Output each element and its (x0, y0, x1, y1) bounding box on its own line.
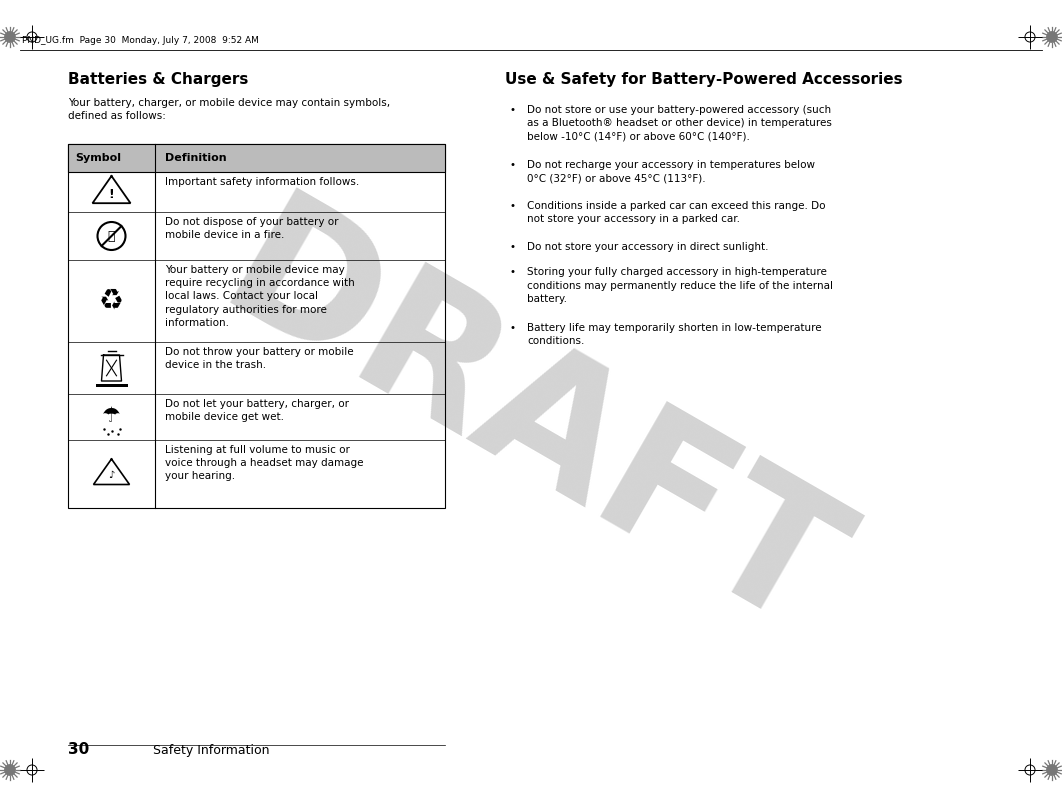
Text: 🔥: 🔥 (107, 229, 116, 242)
Text: Do not dispose of your battery or
mobile device in a fire.: Do not dispose of your battery or mobile… (165, 217, 339, 240)
Text: Battery life may temporarily shorten in low-temperature
conditions.: Battery life may temporarily shorten in … (527, 323, 822, 346)
Text: PND_UG.fm  Page 30  Monday, July 7, 2008  9:52 AM: PND_UG.fm Page 30 Monday, July 7, 2008 9… (22, 36, 259, 45)
Text: Do not throw your battery or mobile
device in the trash.: Do not throw your battery or mobile devi… (165, 347, 354, 370)
Text: Symbol: Symbol (75, 153, 121, 163)
Text: Use & Safety for Battery-Powered Accessories: Use & Safety for Battery-Powered Accesso… (506, 72, 903, 87)
Bar (68, 144, 445, 172)
Text: Batteries & Chargers: Batteries & Chargers (68, 72, 249, 87)
Text: •: • (509, 323, 515, 332)
Text: ♻: ♻ (99, 287, 124, 315)
Text: •: • (509, 105, 515, 115)
Text: •: • (509, 241, 515, 252)
Text: !: ! (108, 187, 115, 200)
Bar (68, 144, 445, 508)
Text: Storing your fully charged accessory in high-temperature
conditions may permanen: Storing your fully charged accessory in … (527, 267, 833, 303)
Text: Do not store or use your battery-powered accessory (such
as a Bluetooth® headset: Do not store or use your battery-powered… (527, 105, 832, 141)
Circle shape (5, 765, 15, 776)
Text: ☂: ☂ (102, 406, 121, 426)
Text: Do not store your accessory in direct sunlight.: Do not store your accessory in direct su… (527, 241, 769, 252)
Text: Your battery, charger, or mobile device may contain symbols,
defined as follows:: Your battery, charger, or mobile device … (68, 98, 390, 121)
Text: Do not recharge your accessory in temperatures below
0°C (32°F) or above 45°C (1: Do not recharge your accessory in temper… (527, 161, 815, 184)
Text: Safety Information: Safety Information (153, 744, 270, 757)
Text: Your battery or mobile device may
require recycling in accordance with
local law: Your battery or mobile device may requir… (165, 265, 355, 328)
Circle shape (1047, 31, 1057, 42)
Text: •: • (509, 161, 515, 170)
Text: Definition: Definition (165, 153, 226, 163)
Text: Do not let your battery, charger, or
mobile device get wet.: Do not let your battery, charger, or mob… (165, 399, 349, 422)
Text: •: • (509, 201, 515, 211)
Text: Conditions inside a parked car can exceed this range. Do
not store your accessor: Conditions inside a parked car can excee… (527, 201, 825, 224)
Text: ♪: ♪ (108, 470, 115, 480)
Bar (96, 383, 127, 387)
Text: Listening at full volume to music or
voice through a headset may damage
your hea: Listening at full volume to music or voi… (165, 445, 363, 482)
Text: Important safety information follows.: Important safety information follows. (165, 177, 359, 187)
Text: 30: 30 (68, 742, 89, 757)
Text: •: • (509, 267, 515, 278)
Circle shape (1047, 765, 1057, 776)
Text: DRAFT: DRAFT (193, 182, 867, 672)
Circle shape (5, 31, 15, 42)
